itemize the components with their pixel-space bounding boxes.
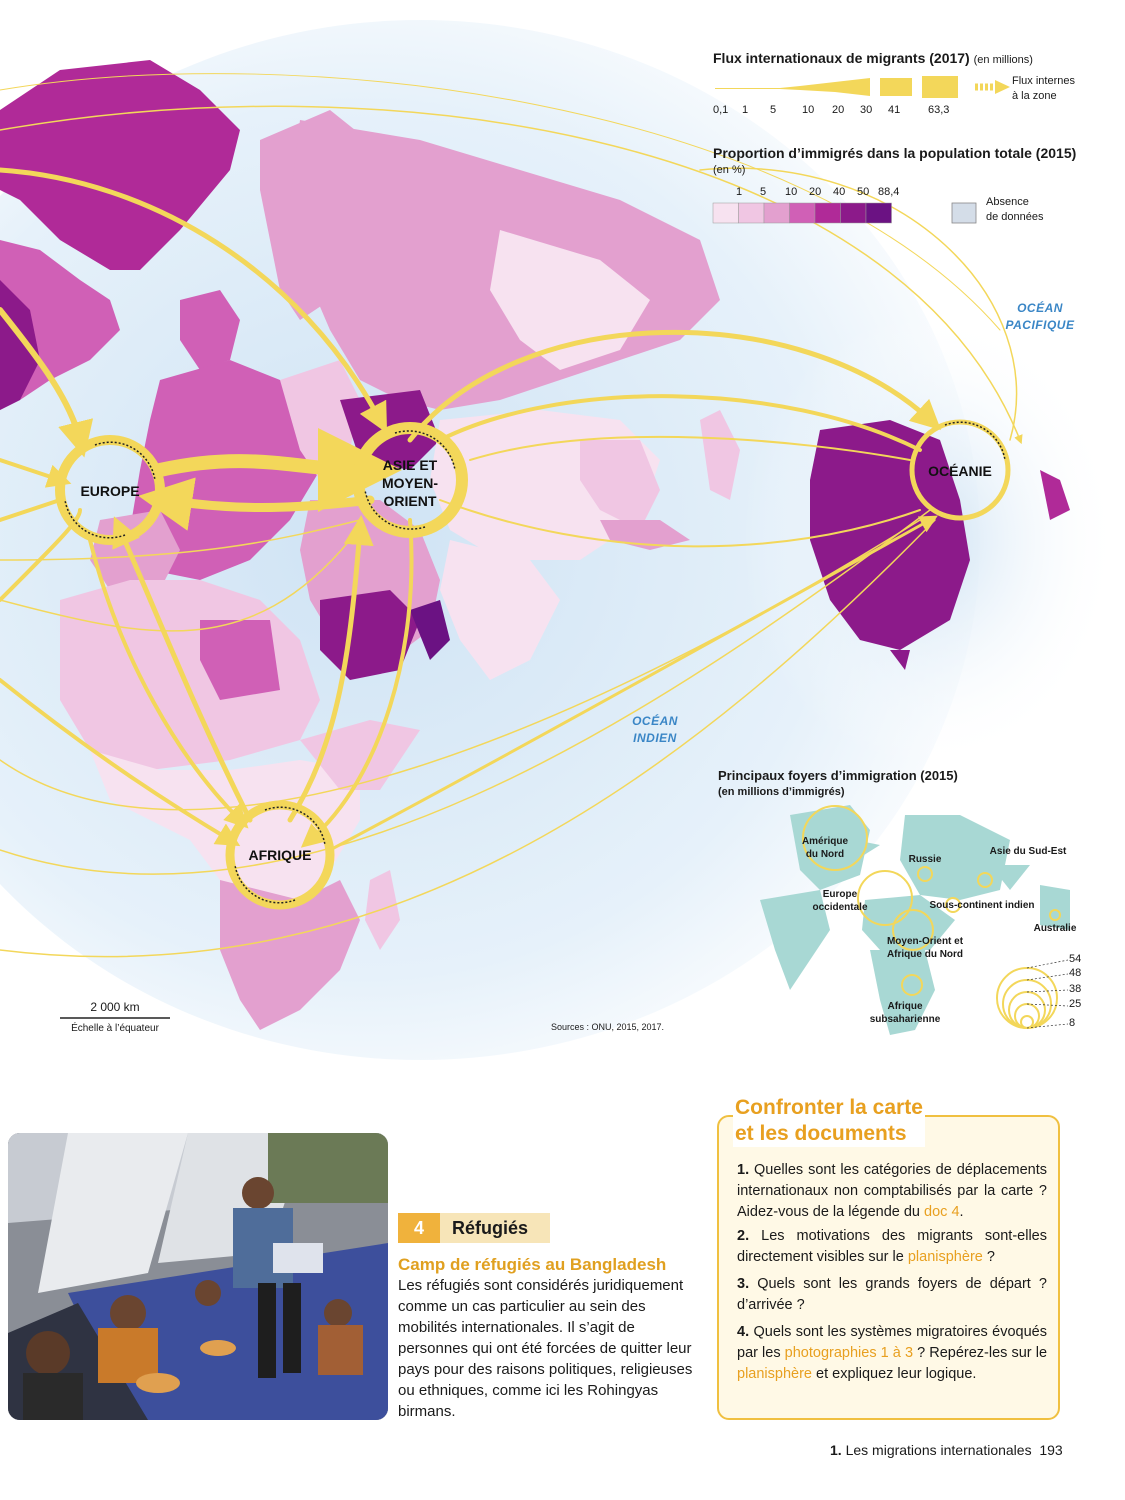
madagascar [365,870,400,950]
europe-circle [55,435,165,545]
planisphere-link[interactable]: planisphère [907,1249,983,1265]
inset-subtitle: (en millions d’immigrés) [718,786,845,798]
migration-flows [0,73,1023,958]
photographs-link[interactable]: photographies 1 à 3 [784,1345,914,1361]
doc4-link[interactable]: doc 4 [924,1204,960,1220]
proportion-swatch [840,202,867,224]
inset-title: Principaux foyers d’immigration (2015) [718,768,958,783]
planisphere-link-2[interactable]: planisphère [737,1366,812,1382]
proportion-legend-unit: (en %) [713,164,746,176]
doc-subtitle: Camp de réfugiés au Bangladesh [398,1255,667,1274]
proportion-tick: 20 [809,186,822,198]
inset-ssa: Afrique subsaharienne [869,1001,941,1025]
sources: Sources : ONU, 2015, 2017. [551,1022,665,1032]
zone-label-africa: AFRIQUE [248,847,312,863]
proportion-tick: 88,4 [878,186,900,198]
flux-tick: 41 [888,104,901,116]
proportion-swatch [814,202,841,224]
exercise-title: Confronter la carte et les documents [733,1095,925,1147]
greenland [0,60,240,270]
proportion-swatch [712,202,739,224]
proportion-swatch [763,202,790,224]
proportion-tick: 1 [736,186,743,198]
world-migration-map [0,20,1120,1060]
india [440,540,560,680]
inset-western-europe: Europe occidentale [812,889,868,913]
question-4: 4. Quels sont les systèmes migratoires é… [737,1324,1048,1382]
flux-tick: 30 [860,104,873,116]
flux-tick: 20 [832,104,845,116]
libya [200,620,280,700]
inset-se-asia: Asie du Sud-Est [989,846,1067,857]
scale-note: Échelle à l’équateur [71,1023,159,1034]
flux-tick: 1 [742,104,749,116]
ocean-label-pacific: OCÉAN PACIFIQUE [1005,301,1075,332]
inset-leader-lines [1026,959,1069,1029]
proportion-legend-swatches [712,202,892,224]
inset-circle-value: 8 [1069,1017,1076,1029]
no-data-swatch [951,202,977,224]
inset-circle-value: 48 [1069,967,1082,979]
inset-mena: Moyen-Orient et Afrique du Nord [886,936,964,960]
zone-label-europe: EUROPE [80,483,140,499]
new-zealand [1040,470,1070,520]
scale-label: 2 000 km [90,1000,140,1014]
inset-circle-value: 54 [1069,953,1082,965]
zone-circles [55,419,1011,910]
iceland-uk [180,290,240,370]
north-america-west [0,280,40,410]
australia [810,420,970,650]
asia-circle [352,422,468,538]
inset-australia: Australie [1033,923,1077,934]
proportion-swatch [789,202,816,224]
flux-tick: 63,3 [928,104,950,116]
zone-label-oceania: OCÉANIE [928,463,992,479]
no-data-label: Absence de données [986,196,1044,223]
internal-flow-label: Flux internes à la zone [1012,75,1075,102]
doc-text: Les réfugiés sont considérés juridiqueme… [398,1277,693,1420]
doc-title: Réfugiés [440,1213,550,1243]
proportion-swatch [738,202,765,224]
question-2: 2. Les motivations des migrants sont-ell… [737,1228,1047,1265]
refugee-camp-photo [8,1133,388,1420]
question-1: 1. Quelles sont les catégories de déplac… [737,1162,1047,1220]
doc-number-badge: 4 [398,1213,440,1243]
africa-south [220,880,360,1030]
question-3: 3. Quels sont les grands foyers de dépar… [737,1276,1047,1313]
proportion-tick: 5 [760,186,767,198]
flux-legend-bar [715,76,1010,98]
se-asia [580,440,660,530]
inset-circle-value: 38 [1069,983,1082,995]
flux-tick: 10 [802,104,815,116]
exercise-box [717,1115,1060,1420]
japan [700,410,740,500]
oceania-circle [909,419,1011,521]
flux-tick: 0,1 [713,104,729,116]
flux-tick: 5 [770,104,777,116]
page-number: 193 [1039,1442,1063,1458]
ocean-label-indian: OCÉAN INDIEN [632,714,678,745]
gulf-states [410,600,450,660]
flux-legend-title: Flux internationaux de migrants (2017) (… [713,50,1033,66]
proportion-tick: 50 [857,186,870,198]
africa-circle [225,800,335,910]
inset-circle-value: 25 [1069,998,1082,1010]
inset-russia: Russie [908,854,942,865]
internal-flow-arrows [64,421,1006,904]
proportion-tick: 10 [785,186,798,198]
proportion-legend-title: Proportion d’immigrés dans la population… [713,145,1077,161]
proportion-tick: 40 [833,186,846,198]
inset-map [760,805,1070,1035]
zone-label-asia: ASIE ET MOYEN- ORIENT [382,457,438,509]
inset-north-america: Amérique du Nord [801,836,849,860]
inset-indian-subcontinent: Sous-continent indien [929,900,1035,911]
tasmania [890,650,910,670]
page-footer: 1. Les migrations internationales 193 [830,1442,1063,1458]
proportion-swatch [865,202,892,224]
